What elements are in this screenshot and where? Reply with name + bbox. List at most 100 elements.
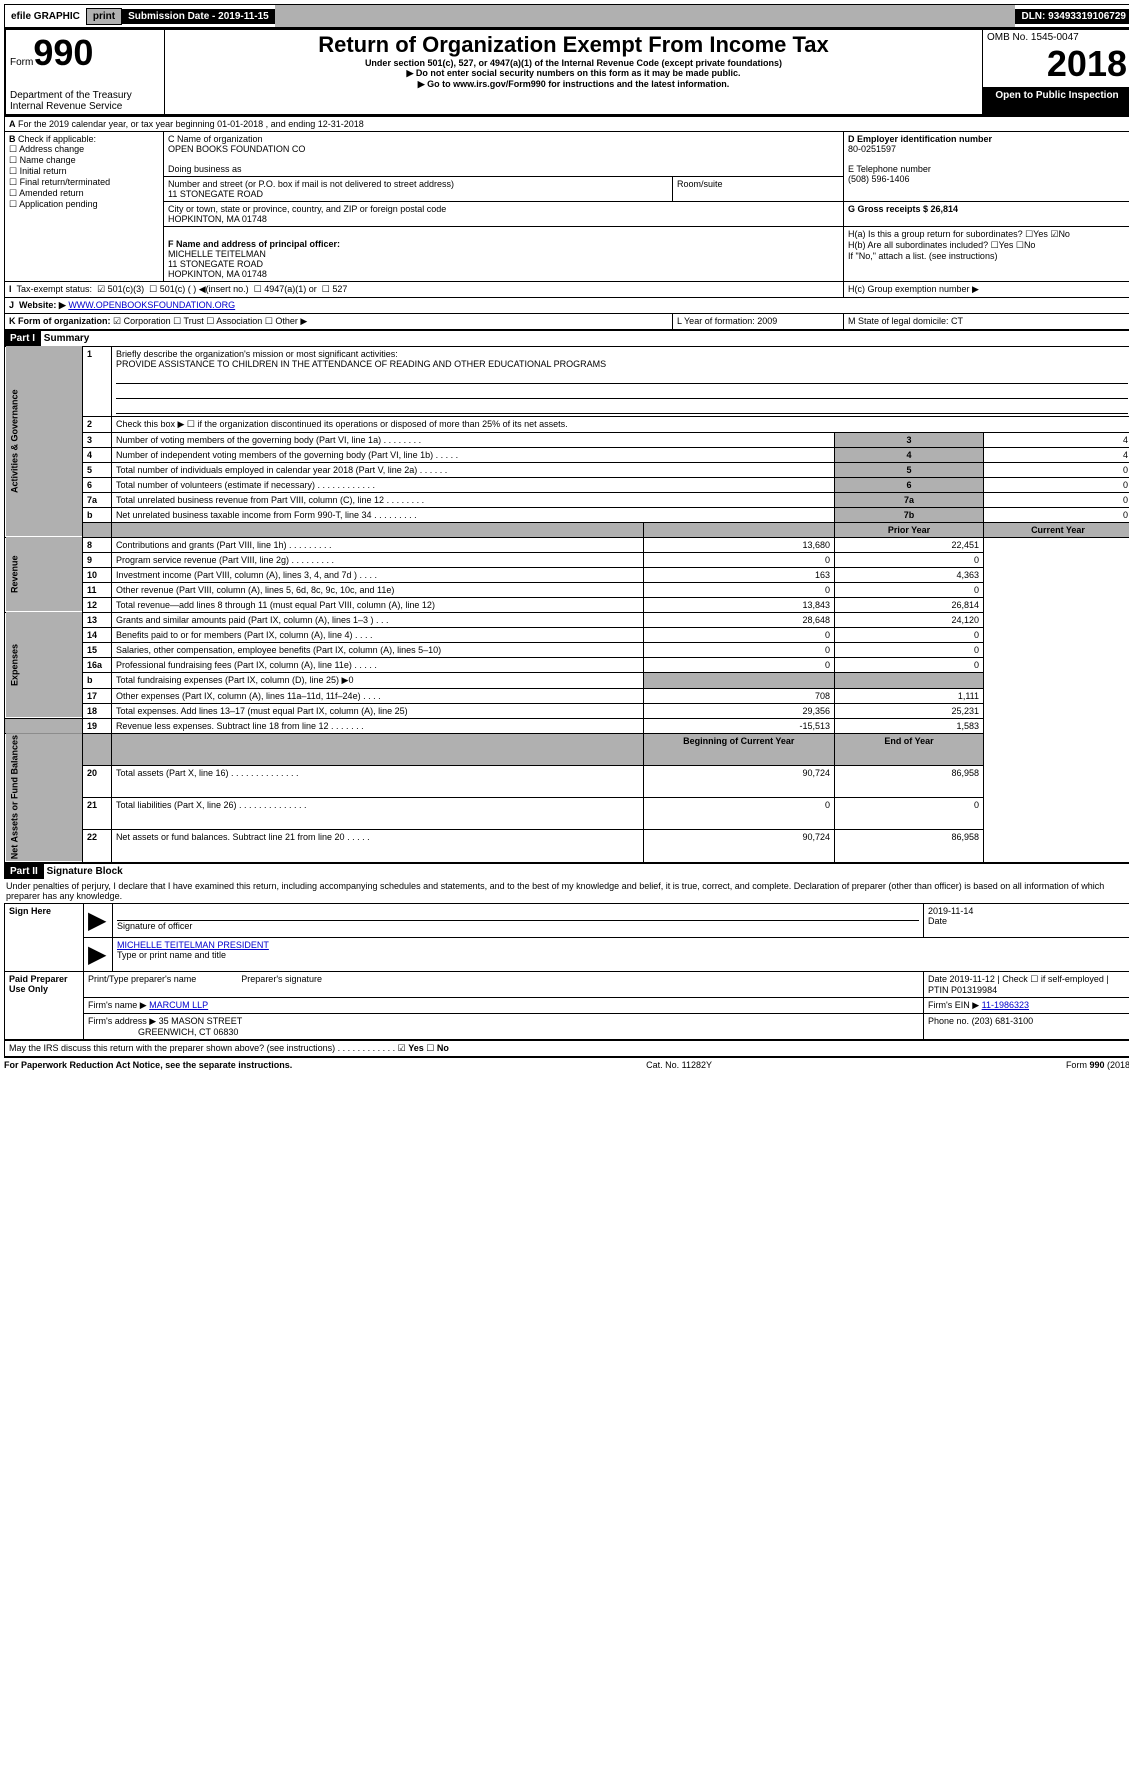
group-return-q: H(a) Is this a group return for subordin… xyxy=(848,229,1023,239)
501c: 501(c) ( ) ◀(insert no.) xyxy=(160,284,249,294)
check-initial[interactable]: ☐ Initial return xyxy=(9,166,67,176)
group-exemption: H(c) Group exemption number ▶ xyxy=(844,281,1129,297)
dba-label: Doing business as xyxy=(168,164,242,174)
mission-q: Briefly describe the organization's miss… xyxy=(116,349,398,359)
form-header: Form990 Return of Organization Exempt Fr… xyxy=(4,28,1129,116)
firm-phone: (203) 681-3100 xyxy=(972,1016,1034,1026)
firm-addr-label: Firm's address ▶ xyxy=(88,1016,156,1026)
officer-typed-name: MICHELLE TEITELMAN PRESIDENT xyxy=(117,940,269,950)
part1-header: Part I xyxy=(4,331,41,346)
check-amended[interactable]: ☐ Amended return xyxy=(9,188,84,198)
row-4: 4Number of independent voting members of… xyxy=(5,447,1129,462)
subtitle-3: ▶ Go to www.irs.gov/Form990 for instruct… xyxy=(169,79,978,90)
declaration: Under penalties of perjury, I declare th… xyxy=(4,879,1129,903)
dln-label: DLN: 93493319106729 xyxy=(1015,9,1129,24)
firm-ein: 11-1986323 xyxy=(982,1000,1029,1010)
row-3: 3Number of voting members of the governi… xyxy=(5,432,1129,447)
current-year-header: Current Year xyxy=(984,522,1129,537)
state-domicile: M State of legal domicile: CT xyxy=(844,313,1129,329)
phone-label: E Telephone number xyxy=(848,164,931,174)
form-label: Form xyxy=(10,57,33,68)
527: 527 xyxy=(332,284,347,294)
part2-header: Part II xyxy=(4,864,44,879)
prep-name-label: Print/Type preparer's name xyxy=(88,974,196,984)
top-bar: efile GRAPHIC print Submission Date - 20… xyxy=(4,4,1129,28)
firm-address: 35 MASON STREET xyxy=(159,1016,243,1026)
city-value: HOPKINTON, MA 01748 xyxy=(168,214,267,224)
tax-year: 2018 xyxy=(987,43,1127,85)
submission-date: Submission Date - 2019-11-15 xyxy=(122,9,275,24)
signature-table: Sign Here ▶ Signature of officer 2019-11… xyxy=(4,903,1129,1040)
officer-label: F Name and address of principal officer: xyxy=(168,239,340,249)
footer: For Paperwork Reduction Act Notice, see … xyxy=(4,1057,1129,1070)
row-6: 6Total number of volunteers (estimate if… xyxy=(5,477,1129,492)
row-7b: bNet unrelated business taxable income f… xyxy=(5,507,1129,522)
tax-year-line: A For the 2019 calendar year, or tax yea… xyxy=(5,116,1129,131)
print-button[interactable]: print xyxy=(86,8,122,25)
ptin-value: P01319984 xyxy=(951,985,997,995)
check-if-applicable: Check if applicable: xyxy=(18,134,96,144)
date-label: Date xyxy=(928,916,947,926)
check-address[interactable]: ☐ Address change xyxy=(9,144,84,154)
mission-text: PROVIDE ASSISTANCE TO CHILDREN IN THE AT… xyxy=(116,359,606,369)
check-name[interactable]: ☐ Name change xyxy=(9,155,76,165)
row-7a: 7aTotal unrelated business revenue from … xyxy=(5,492,1129,507)
summary-label: Summary xyxy=(44,333,90,344)
topbar-spacer xyxy=(275,5,1016,27)
subtitle-1: Under section 501(c), 527, or 4947(a)(1)… xyxy=(169,58,978,68)
paperwork-notice: For Paperwork Reduction Act Notice, see … xyxy=(4,1060,292,1070)
prep-date: 2019-11-12 xyxy=(950,974,995,984)
expenses-label: Expenses xyxy=(5,612,83,718)
website-link[interactable]: WWW.OPENBOOKSFOUNDATION.ORG xyxy=(68,300,235,310)
form-footer: Form 990 (2018) xyxy=(1066,1060,1129,1070)
website-label: Website: ▶ xyxy=(19,300,66,310)
sign-here-label: Sign Here xyxy=(5,903,84,971)
attach-note: If "No," attach a list. (see instruction… xyxy=(848,251,997,261)
sig-date: 2019-11-14 xyxy=(928,906,973,916)
beginning-header: Beginning of Current Year xyxy=(643,733,834,765)
netassets-label: Net Assets or Fund Balances xyxy=(5,733,83,862)
revenue-label: Revenue xyxy=(5,537,83,612)
omb-number: OMB No. 1545-0047 xyxy=(987,32,1127,43)
address-value: 11 STONEGATE ROAD xyxy=(168,189,263,199)
sig-block-label: Signature Block xyxy=(47,866,123,877)
part1-table: Activities & Governance 1 Briefly descri… xyxy=(4,346,1129,863)
subordinates-q: H(b) Are all subordinates included? xyxy=(848,240,988,250)
main-title: Return of Organization Exempt From Incom… xyxy=(169,32,978,58)
check-pending[interactable]: ☐ Application pending xyxy=(9,199,98,209)
firm-city: GREENWICH, CT 06830 xyxy=(138,1027,238,1037)
room-label: Room/suite xyxy=(673,176,844,201)
501c3: 501(c)(3) xyxy=(108,284,145,294)
efile-label: efile GRAPHIC xyxy=(5,9,86,24)
sig-officer-label: Signature of officer xyxy=(117,921,192,931)
year-formation: L Year of formation: 2009 xyxy=(673,313,844,329)
tax-exempt-label: Tax-exempt status: xyxy=(17,284,93,294)
irs-discuss: May the IRS discuss this return with the… xyxy=(4,1040,1129,1057)
form-org-label: K Form of organization: xyxy=(9,316,111,326)
firm-name: MARCUM LLP xyxy=(149,1000,208,1010)
dept-treasury: Department of the Treasury Internal Reve… xyxy=(5,88,165,115)
firm-name-label: Firm's name ▶ xyxy=(88,1000,147,1010)
prior-year-header: Prior Year xyxy=(835,522,984,537)
prep-sig-label: Preparer's signature xyxy=(241,974,322,984)
open-to-public: Open to Public Inspection xyxy=(983,88,1129,115)
phone-value: (508) 596-1406 xyxy=(848,174,910,184)
ein-value: 80-0251597 xyxy=(848,144,896,154)
subtitle-2: ▶ Do not enter social security numbers o… xyxy=(169,68,978,79)
c-name-label: C Name of organization xyxy=(168,134,263,144)
activities-label: Activities & Governance xyxy=(5,346,83,537)
section-a: A For the 2019 calendar year, or tax yea… xyxy=(4,116,1129,330)
officer-name: MICHELLE TEITELMAN 11 STONEGATE ROAD HOP… xyxy=(168,249,267,279)
paid-preparer-label: Paid Preparer Use Only xyxy=(5,971,84,1039)
ein-label: D Employer identification number xyxy=(848,134,992,144)
type-name-label: Type or print name and title xyxy=(117,950,226,960)
city-label: City or town, state or province, country… xyxy=(168,204,446,214)
gross-receipts: G Gross receipts $ 26,814 xyxy=(848,204,958,214)
org-name: OPEN BOOKS FOUNDATION CO xyxy=(168,144,305,154)
end-header: End of Year xyxy=(835,733,984,765)
catalog-number: Cat. No. 11282Y xyxy=(646,1060,712,1070)
row-5: 5Total number of individuals employed in… xyxy=(5,462,1129,477)
self-employed-check[interactable]: Check ☐ if self-employed xyxy=(1002,974,1104,984)
address-label: Number and street (or P.O. box if mail i… xyxy=(168,179,454,189)
check-final[interactable]: ☐ Final return/terminated xyxy=(9,177,110,187)
